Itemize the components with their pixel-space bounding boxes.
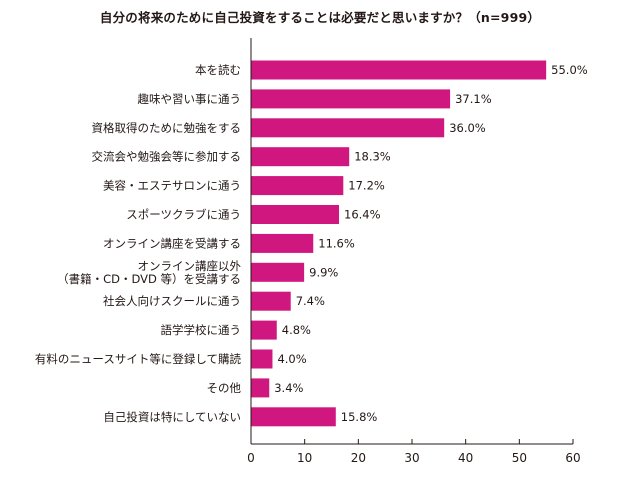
category-label-1: 本を読む xyxy=(195,63,241,77)
value-label-2: 37.1% xyxy=(455,92,492,106)
x-axis-group: 0 10 20 30 40 50 60 xyxy=(247,38,581,465)
value-label-4: 18.3% xyxy=(354,150,391,164)
category-label-7: オンライン講座を受講する xyxy=(103,236,241,250)
value-label-6: 16.4% xyxy=(344,208,381,222)
bar-7 xyxy=(251,233,314,253)
category-label-9: 社会人向けスクールに通う xyxy=(103,294,241,308)
bar-10 xyxy=(251,320,277,340)
category-label-8: オンライン講座以外（書籍・CD・DVD 等）を受講する xyxy=(57,259,241,286)
category-label-2: 趣味や習い事に通う xyxy=(138,92,242,106)
bar-8 xyxy=(251,262,305,282)
bar-12 xyxy=(251,378,270,398)
x-tick-label-30: 30 xyxy=(404,451,419,465)
x-tick-label-0: 0 xyxy=(247,451,255,465)
bar-4 xyxy=(251,147,350,167)
value-label-12: 3.4% xyxy=(274,381,303,395)
x-tick-label-50: 50 xyxy=(512,451,527,465)
category-label-11: 有料のニュースサイト等に登録して購読 xyxy=(35,352,242,366)
category-label-4: 交流会や勉強会等に参加する xyxy=(92,150,242,164)
x-tick-label-10: 10 xyxy=(297,451,312,465)
category-labels-group: 本を読む趣味や習い事に通う資格取得のために勉強をする交流会や勉強会等に参加する美… xyxy=(35,63,242,424)
x-tick-label-40: 40 xyxy=(458,451,473,465)
bar-13 xyxy=(251,407,336,427)
category-label-12: その他 xyxy=(207,381,242,395)
category-label-13: 自己投資は特にしていない xyxy=(103,410,241,424)
bar-3 xyxy=(251,118,445,138)
x-tick-label-60: 60 xyxy=(565,451,580,465)
bars-group xyxy=(251,60,547,427)
bar-11 xyxy=(251,349,273,369)
value-label-5: 17.2% xyxy=(348,179,385,193)
category-label-6: スポーツクラブに通う xyxy=(126,208,241,222)
value-label-7: 11.6% xyxy=(318,236,355,250)
value-labels-group: 55.0% 37.1% 36.0% 18.3% 17.2% 16.4% 11.6% 9.9% 7… xyxy=(274,63,588,424)
bar-5 xyxy=(251,176,344,196)
category-label-3: 資格取得のために勉強をする xyxy=(92,121,242,135)
category-label-10: 語学学校に通う xyxy=(161,323,242,337)
value-label-1: 55.0% xyxy=(551,63,588,77)
value-label-8: 9.9% xyxy=(309,265,338,279)
x-tick-label-20: 20 xyxy=(351,451,366,465)
bar-6 xyxy=(251,205,340,224)
value-label-9: 7.4% xyxy=(296,294,325,308)
category-label-5: 美容・エステサロンに通う xyxy=(103,179,241,193)
value-label-10: 4.8% xyxy=(282,323,311,337)
value-label-3: 36.0% xyxy=(449,121,486,135)
value-label-11: 4.0% xyxy=(277,352,306,366)
value-label-13: 15.8% xyxy=(341,410,378,424)
chart-title: 自分の将来のために自己投資をすることは必要だと思いますか？（n=999） xyxy=(99,10,541,25)
bar-9 xyxy=(251,291,291,311)
bar-2 xyxy=(251,89,451,109)
bar-1 xyxy=(251,60,547,80)
